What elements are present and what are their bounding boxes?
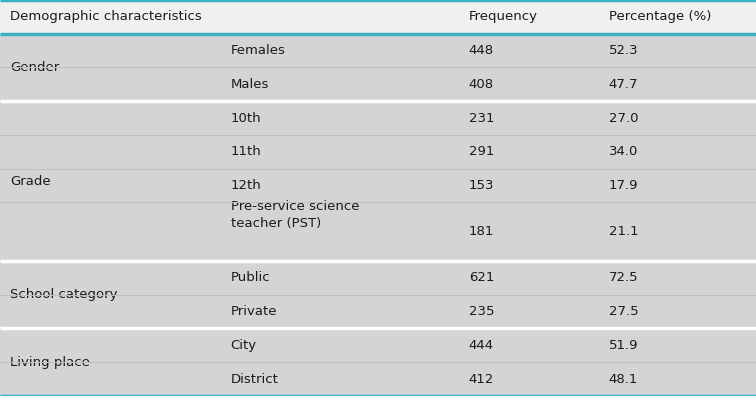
Text: 72.5: 72.5: [609, 271, 638, 284]
Bar: [0, 67, 756, 101]
Text: District: District: [231, 373, 278, 386]
Text: 47.7: 47.7: [609, 78, 638, 91]
Text: 235: 235: [469, 305, 494, 318]
Text: 181: 181: [469, 225, 494, 238]
Bar: [0, 295, 756, 329]
Text: 51.9: 51.9: [609, 339, 638, 352]
Text: 12th: 12th: [231, 179, 262, 192]
Text: 621: 621: [469, 271, 494, 284]
Text: Percentage (%): Percentage (%): [609, 10, 711, 23]
Bar: [0, 202, 756, 261]
Bar: [0, 135, 756, 169]
Text: 408: 408: [469, 78, 494, 91]
Bar: [0, 362, 756, 396]
Text: Males: Males: [231, 78, 269, 91]
Text: Demographic characteristics: Demographic characteristics: [10, 10, 202, 23]
Text: Females: Females: [231, 44, 286, 57]
Text: 11th: 11th: [231, 145, 262, 158]
Text: 153: 153: [469, 179, 494, 192]
Text: 21.1: 21.1: [609, 225, 638, 238]
Bar: [0, 0, 756, 34]
Bar: [0, 169, 756, 202]
Text: Living place: Living place: [10, 356, 90, 369]
Text: 231: 231: [469, 112, 494, 125]
Text: 291: 291: [469, 145, 494, 158]
Bar: [0, 101, 756, 135]
Text: 17.9: 17.9: [609, 179, 638, 192]
Text: 448: 448: [469, 44, 494, 57]
Bar: [0, 34, 756, 67]
Text: Grade: Grade: [10, 175, 51, 188]
Text: 10th: 10th: [231, 112, 262, 125]
Text: 27.5: 27.5: [609, 305, 638, 318]
Bar: [0, 261, 756, 295]
Text: 52.3: 52.3: [609, 44, 638, 57]
Text: Public: Public: [231, 271, 270, 284]
Text: 34.0: 34.0: [609, 145, 638, 158]
Text: Frequency: Frequency: [469, 10, 538, 23]
Text: Private: Private: [231, 305, 277, 318]
Text: Gender: Gender: [10, 61, 59, 74]
Text: 27.0: 27.0: [609, 112, 638, 125]
Text: 412: 412: [469, 373, 494, 386]
Text: 444: 444: [469, 339, 494, 352]
Bar: [0, 329, 756, 362]
Text: 48.1: 48.1: [609, 373, 638, 386]
Text: City: City: [231, 339, 257, 352]
Text: School category: School category: [10, 288, 117, 301]
Text: Pre-service science
teacher (PST): Pre-service science teacher (PST): [231, 200, 359, 230]
